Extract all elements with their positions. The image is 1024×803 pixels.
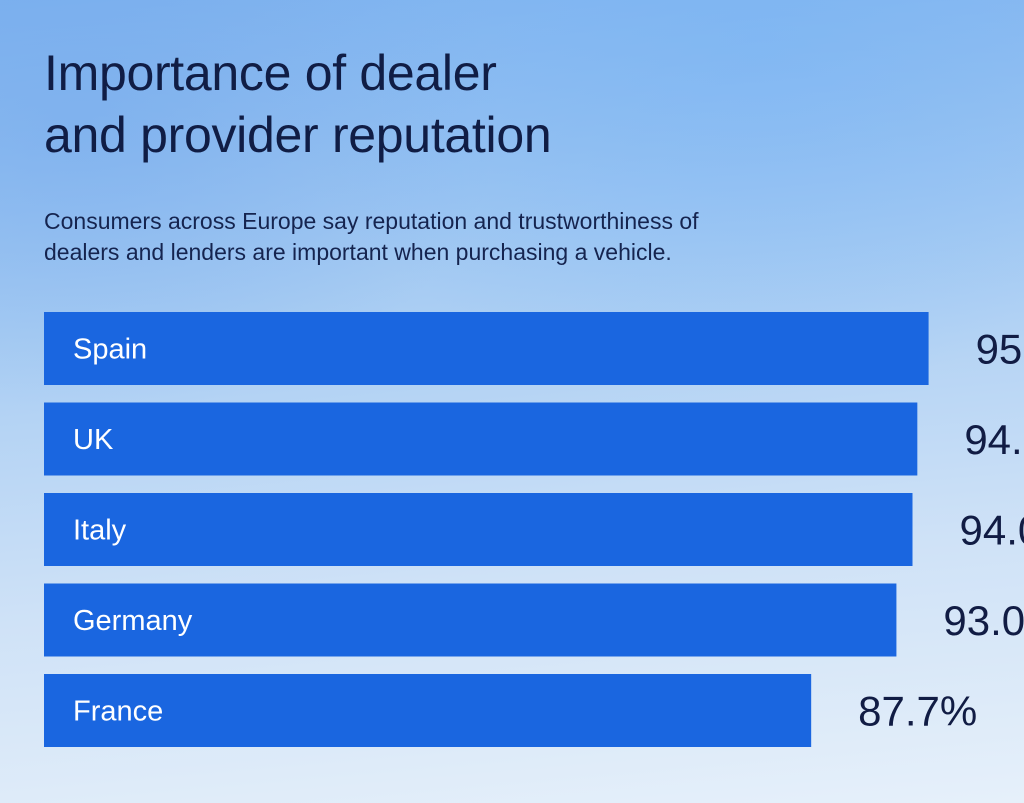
bar-category-label-germany: Germany xyxy=(73,605,193,637)
bar-group-france: France 87.7% xyxy=(44,674,977,747)
bar-value-label-germany: 93.0% xyxy=(943,597,1024,644)
bar-category-label-uk: UK xyxy=(73,424,114,456)
bar-category-label-spain: Spain xyxy=(73,334,147,366)
bar-group-uk: UK 94.3% xyxy=(44,402,1024,476)
bar-germany xyxy=(44,583,897,657)
bar-value-label-france: 87.7% xyxy=(858,688,977,735)
bar-spain xyxy=(44,312,929,385)
bar-group-italy: Italy 94.0% xyxy=(44,493,1024,566)
chart-title: Importance of dealer and provider reputa… xyxy=(44,42,944,166)
bar-uk xyxy=(44,402,918,476)
chart-subtitle-line-2: dealers and lenders are important when p… xyxy=(44,239,672,265)
bar-france xyxy=(44,674,812,747)
chart-title-line-1: Importance of dealer xyxy=(44,45,497,101)
bar-value-label-italy: 94.0% xyxy=(960,507,1024,554)
bar-value-label-uk: 94.3% xyxy=(964,416,1024,463)
bar-group-germany: Germany 93.0% xyxy=(44,583,1024,657)
chart-subtitle-line-1: Consumers across Europe say reputation a… xyxy=(44,208,699,234)
bar-category-label-france: France xyxy=(73,696,163,728)
bar-italy xyxy=(44,493,913,566)
chart-subtitle: Consumers across Europe say reputation a… xyxy=(44,206,944,268)
bar-group-spain: Spain 95.0% xyxy=(44,312,1024,385)
bar-category-label-italy: Italy xyxy=(73,515,127,547)
bar-value-label-spain: 95.0% xyxy=(976,326,1024,373)
chart-title-line-2: and provider reputation xyxy=(44,107,552,163)
